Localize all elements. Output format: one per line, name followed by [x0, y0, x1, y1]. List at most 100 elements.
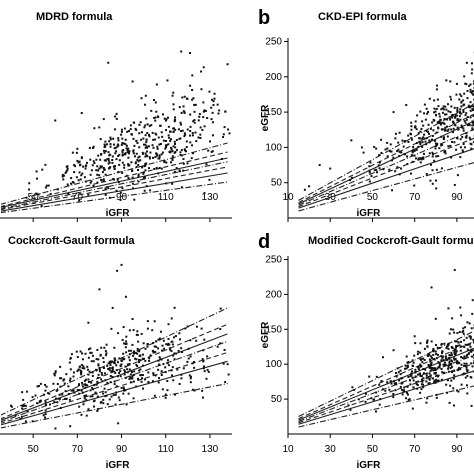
data-point: [105, 352, 108, 355]
data-point: [469, 83, 472, 86]
data-point: [195, 140, 198, 143]
data-point: [416, 387, 419, 390]
data-point: [463, 362, 466, 365]
data-point: [465, 61, 468, 64]
data-point: [428, 141, 431, 144]
data-point: [435, 88, 438, 91]
data-point: [428, 364, 431, 367]
data-point: [426, 345, 429, 348]
data-point: [435, 353, 438, 356]
data-point: [137, 160, 140, 163]
data-point: [141, 373, 144, 376]
data-point: [447, 367, 450, 370]
data-point: [144, 124, 147, 127]
data-point: [64, 171, 67, 174]
data-point: [38, 400, 41, 403]
data-point: [171, 343, 174, 346]
data-point: [136, 365, 139, 368]
data-point: [144, 169, 147, 172]
data-point: [189, 134, 192, 137]
data-point: [172, 379, 175, 382]
data-point: [453, 123, 456, 126]
data-point: [124, 389, 127, 392]
data-point: [432, 381, 435, 384]
data-point: [458, 344, 461, 347]
data-point: [392, 156, 395, 159]
data-point: [132, 373, 135, 376]
data-point: [78, 392, 81, 395]
data-point: [107, 151, 110, 154]
data-point: [201, 389, 204, 392]
data-point: [151, 131, 154, 134]
data-point: [168, 347, 171, 350]
data-point: [159, 358, 162, 361]
data-point: [130, 161, 133, 164]
data-point: [81, 381, 84, 384]
data-point: [407, 360, 410, 363]
data-point: [470, 348, 473, 351]
data-point: [418, 140, 421, 143]
data-point: [183, 132, 186, 135]
data-point: [465, 355, 468, 358]
data-point: [452, 131, 455, 134]
data-point: [210, 106, 213, 109]
data-point: [402, 145, 405, 148]
data-point: [360, 146, 363, 149]
data-point: [65, 373, 68, 376]
data-point: [425, 173, 428, 176]
data-point: [470, 72, 473, 75]
data-point: [437, 361, 440, 364]
data-point: [375, 375, 378, 378]
data-point: [185, 140, 188, 143]
data-point: [421, 145, 424, 148]
data-point: [100, 371, 103, 374]
data-point: [466, 353, 469, 356]
data-point: [67, 393, 70, 396]
data-point: [428, 372, 431, 375]
data-point: [399, 369, 402, 372]
data-point: [410, 121, 413, 124]
data-point: [104, 395, 107, 398]
data-point: [201, 129, 204, 132]
data-point: [397, 371, 400, 374]
data-point: [466, 392, 469, 395]
data-point: [62, 379, 65, 382]
data-point: [469, 335, 472, 338]
data-point: [380, 151, 383, 154]
data-point: [151, 156, 154, 159]
data-point: [417, 366, 420, 369]
data-point: [468, 84, 471, 87]
data-point: [106, 158, 109, 161]
data-point: [182, 367, 185, 370]
data-point: [119, 191, 122, 194]
data-point: [423, 112, 426, 115]
data-point: [438, 362, 441, 365]
data-point: [142, 137, 145, 140]
data-point: [160, 374, 163, 377]
data-point: [132, 329, 135, 332]
data-point: [135, 139, 138, 142]
data-point: [226, 363, 229, 366]
data-point: [133, 144, 136, 147]
data-point: [148, 359, 151, 362]
data-point: [455, 340, 458, 343]
data-point: [406, 162, 409, 165]
data-point: [120, 130, 123, 133]
data-point: [466, 321, 469, 324]
data-point: [458, 112, 461, 115]
data-point: [463, 120, 466, 123]
data-point: [350, 139, 353, 142]
data-point: [96, 173, 99, 176]
data-point: [81, 367, 84, 370]
data-point: [448, 357, 451, 360]
data-point: [460, 314, 463, 317]
data-point: [425, 372, 428, 375]
data-point: [405, 355, 408, 358]
data-point: [447, 343, 450, 346]
data-point: [119, 198, 122, 201]
data-point: [411, 359, 414, 362]
data-point: [78, 389, 81, 392]
data-point: [78, 365, 81, 368]
data-point: [405, 155, 408, 158]
data-point: [444, 357, 447, 360]
